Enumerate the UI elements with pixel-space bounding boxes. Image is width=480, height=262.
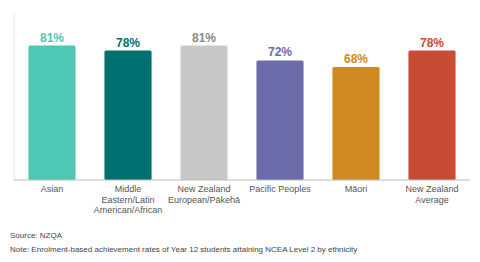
- data-label: 78%: [116, 36, 140, 50]
- data-label: 72%: [268, 45, 292, 59]
- bar: [28, 46, 75, 180]
- data-label: 78%: [420, 36, 444, 50]
- chart: 81% 78% 81% 72% 68% 78% Asian MiddleEastern/Lat…: [0, 0, 480, 262]
- bars: [28, 46, 455, 180]
- x-tick-label: Asian: [41, 184, 64, 194]
- chart-container: 81% 78% 81% 72% 68% 78% Asian MiddleEastern/Lat…: [0, 0, 480, 262]
- data-label: 81%: [40, 31, 64, 45]
- x-tick-label: MiddleEastern/LatinAmerican/African: [94, 184, 163, 215]
- annotation: Source: NZQA: [10, 231, 63, 240]
- data-label: 68%: [344, 52, 368, 66]
- bar: [332, 67, 379, 180]
- bar: [408, 51, 455, 180]
- data-label: 81%: [192, 31, 216, 45]
- annotation: Note: Enrolment-based achievement rates …: [10, 245, 357, 254]
- bar: [104, 51, 151, 180]
- y-axis-line: [14, 14, 15, 180]
- bar: [256, 60, 303, 180]
- bar: [180, 46, 227, 180]
- x-tick-label: Māori: [345, 184, 368, 194]
- x-tick-label: New ZealandAverage: [405, 184, 458, 205]
- x-axis-line: [14, 180, 470, 181]
- x-tick-label: Pacific Peoples: [249, 184, 311, 194]
- x-tick-label: New ZealandEuropean/Pākehā: [168, 184, 240, 205]
